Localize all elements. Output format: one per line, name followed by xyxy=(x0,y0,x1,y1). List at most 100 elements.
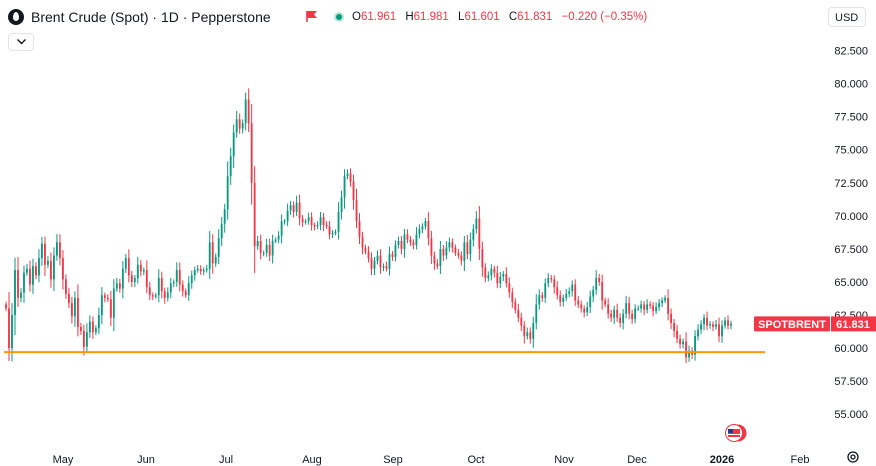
candle[interactable] xyxy=(523,321,526,344)
candle[interactable] xyxy=(580,300,583,313)
candle[interactable] xyxy=(463,235,466,272)
candle[interactable] xyxy=(529,327,532,344)
candle[interactable] xyxy=(346,169,349,180)
candle[interactable] xyxy=(607,298,610,319)
candle[interactable] xyxy=(535,294,538,330)
candle[interactable] xyxy=(472,224,475,247)
candle[interactable] xyxy=(166,287,169,302)
candle[interactable] xyxy=(289,200,292,215)
collapse-legend-button[interactable] xyxy=(8,33,34,51)
candle[interactable] xyxy=(169,277,172,299)
currency-button[interactable]: USD xyxy=(828,7,866,27)
candle[interactable] xyxy=(301,214,304,227)
candle[interactable] xyxy=(622,309,625,330)
candle[interactable] xyxy=(235,110,238,138)
candle[interactable] xyxy=(493,265,496,278)
candle[interactable] xyxy=(247,88,250,133)
candle[interactable] xyxy=(691,347,693,360)
candle[interactable] xyxy=(664,295,667,304)
candle[interactable] xyxy=(35,262,37,280)
candle[interactable] xyxy=(466,234,469,260)
candle[interactable] xyxy=(376,250,379,265)
candle[interactable] xyxy=(298,194,301,226)
candle[interactable] xyxy=(508,277,511,298)
candle[interactable] xyxy=(208,230,211,279)
candle[interactable] xyxy=(97,307,100,335)
candle[interactable] xyxy=(151,292,154,301)
candle[interactable] xyxy=(127,249,130,283)
candle[interactable] xyxy=(556,281,559,300)
candle[interactable] xyxy=(613,305,616,325)
candle[interactable] xyxy=(604,297,607,308)
candle[interactable] xyxy=(82,324,85,356)
candle[interactable] xyxy=(295,195,298,217)
candle[interactable] xyxy=(109,290,112,327)
candle[interactable] xyxy=(23,265,25,303)
candle[interactable] xyxy=(370,252,373,276)
candle[interactable] xyxy=(724,317,726,329)
candle[interactable] xyxy=(409,236,412,246)
candle[interactable] xyxy=(487,271,490,282)
candle[interactable] xyxy=(181,280,184,297)
candle[interactable] xyxy=(655,302,658,315)
candle[interactable] xyxy=(91,316,94,339)
candle[interactable] xyxy=(625,295,628,319)
candle[interactable] xyxy=(706,311,708,330)
candle[interactable] xyxy=(217,229,220,265)
candle[interactable] xyxy=(514,298,517,314)
price-axis[interactable]: 82.500 80.000 77.500 75.000 72.500 70.000 67.5… xyxy=(834,46,868,422)
candle[interactable] xyxy=(343,169,346,209)
candle[interactable] xyxy=(136,256,139,284)
candle[interactable] xyxy=(226,161,229,220)
candle[interactable] xyxy=(64,274,67,299)
candle[interactable] xyxy=(175,262,178,287)
candle[interactable] xyxy=(415,227,418,250)
candle[interactable] xyxy=(652,302,655,317)
candle[interactable] xyxy=(79,322,82,335)
candle[interactable] xyxy=(58,234,61,266)
candle[interactable] xyxy=(316,221,319,230)
candle[interactable] xyxy=(328,220,331,240)
candle[interactable] xyxy=(253,166,256,274)
candle[interactable] xyxy=(517,303,520,323)
candle[interactable] xyxy=(382,263,385,272)
candle[interactable] xyxy=(364,244,367,255)
candle[interactable] xyxy=(319,212,322,231)
candle[interactable] xyxy=(32,258,34,294)
candle[interactable] xyxy=(121,261,124,299)
candle[interactable] xyxy=(26,263,28,276)
candle[interactable] xyxy=(313,222,316,231)
candle[interactable] xyxy=(511,287,514,309)
candle[interactable] xyxy=(448,237,451,252)
candle[interactable] xyxy=(196,264,199,273)
candle[interactable] xyxy=(160,271,163,299)
candle[interactable] xyxy=(550,274,553,283)
candle[interactable] xyxy=(730,320,732,330)
candle[interactable] xyxy=(418,224,421,239)
candle[interactable] xyxy=(352,174,355,210)
candle[interactable] xyxy=(142,267,145,276)
candle[interactable] xyxy=(424,218,427,230)
candle[interactable] xyxy=(244,92,247,131)
candle[interactable] xyxy=(172,279,175,288)
candle[interactable] xyxy=(484,263,487,283)
candle[interactable] xyxy=(727,315,729,330)
candle[interactable] xyxy=(250,103,253,205)
candle[interactable] xyxy=(340,190,343,220)
candle[interactable] xyxy=(322,212,325,232)
candle[interactable] xyxy=(673,319,676,338)
candle[interactable] xyxy=(583,305,586,318)
candle[interactable] xyxy=(47,256,49,269)
candle[interactable] xyxy=(280,214,283,244)
candle[interactable] xyxy=(451,238,454,253)
candle[interactable] xyxy=(178,262,181,292)
candle[interactable] xyxy=(367,246,370,263)
candle[interactable] xyxy=(481,241,484,277)
candle[interactable] xyxy=(271,234,274,264)
candle[interactable] xyxy=(355,188,358,229)
candle[interactable] xyxy=(688,345,690,362)
candle[interactable] xyxy=(103,292,106,303)
candle[interactable] xyxy=(337,202,340,240)
candle[interactable] xyxy=(379,249,382,274)
